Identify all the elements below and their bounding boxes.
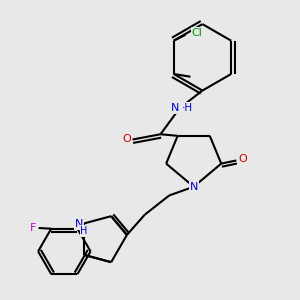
Text: O: O — [122, 134, 131, 144]
Text: H: H — [80, 226, 88, 236]
Text: ·H: ·H — [182, 103, 193, 113]
Text: N: N — [171, 103, 180, 113]
Text: N: N — [190, 182, 198, 192]
Text: Cl: Cl — [192, 28, 203, 38]
Text: F: F — [30, 223, 36, 233]
Text: O: O — [238, 154, 247, 164]
Text: N: N — [75, 219, 83, 229]
